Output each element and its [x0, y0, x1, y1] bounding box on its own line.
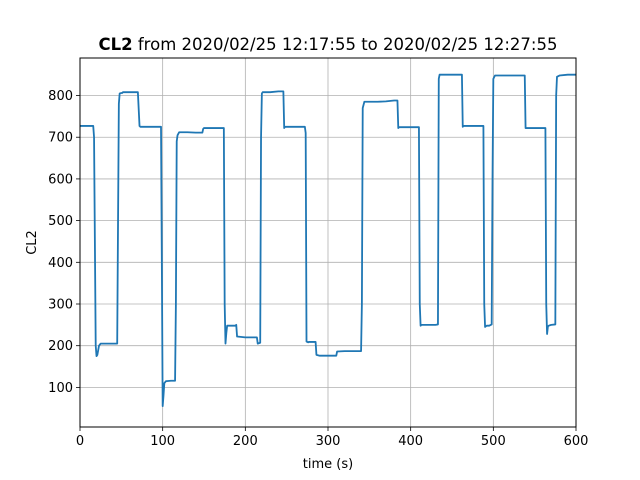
x-tick-label: 500 — [481, 434, 506, 449]
chart-title-bold: CL2 — [99, 35, 133, 54]
x-axis: 0 100 200 300 400 500 600 — [76, 427, 589, 449]
y-tick-label: 100 — [48, 381, 73, 396]
chart-title: CL2 from 2020/02/25 12:17:55 to 2020/02/… — [99, 35, 558, 54]
y-axis: 100 200 300 400 500 600 700 800 — [48, 89, 80, 396]
y-tick-label: 600 — [48, 172, 73, 187]
x-tick-label: 200 — [233, 434, 258, 449]
chart-title-rest: from 2020/02/25 12:17:55 to 2020/02/25 1… — [133, 35, 558, 54]
y-tick-label: 700 — [48, 131, 73, 146]
x-tick-label: 100 — [150, 434, 175, 449]
x-axis-label: time (s) — [303, 457, 353, 472]
x-tick-label: 400 — [398, 434, 423, 449]
x-tick-label: 300 — [316, 434, 341, 449]
y-axis-label: CL2 — [25, 230, 40, 255]
series-layer — [80, 73, 576, 408]
x-tick-label: 600 — [564, 434, 589, 449]
x-tick-label: 0 — [76, 434, 84, 449]
series-line — [80, 73, 576, 408]
y-tick-label: 800 — [48, 89, 73, 104]
y-tick-label: 300 — [48, 298, 73, 313]
y-tick-label: 200 — [48, 339, 73, 354]
y-tick-label: 400 — [48, 256, 73, 271]
y-tick-label: 500 — [48, 214, 73, 229]
